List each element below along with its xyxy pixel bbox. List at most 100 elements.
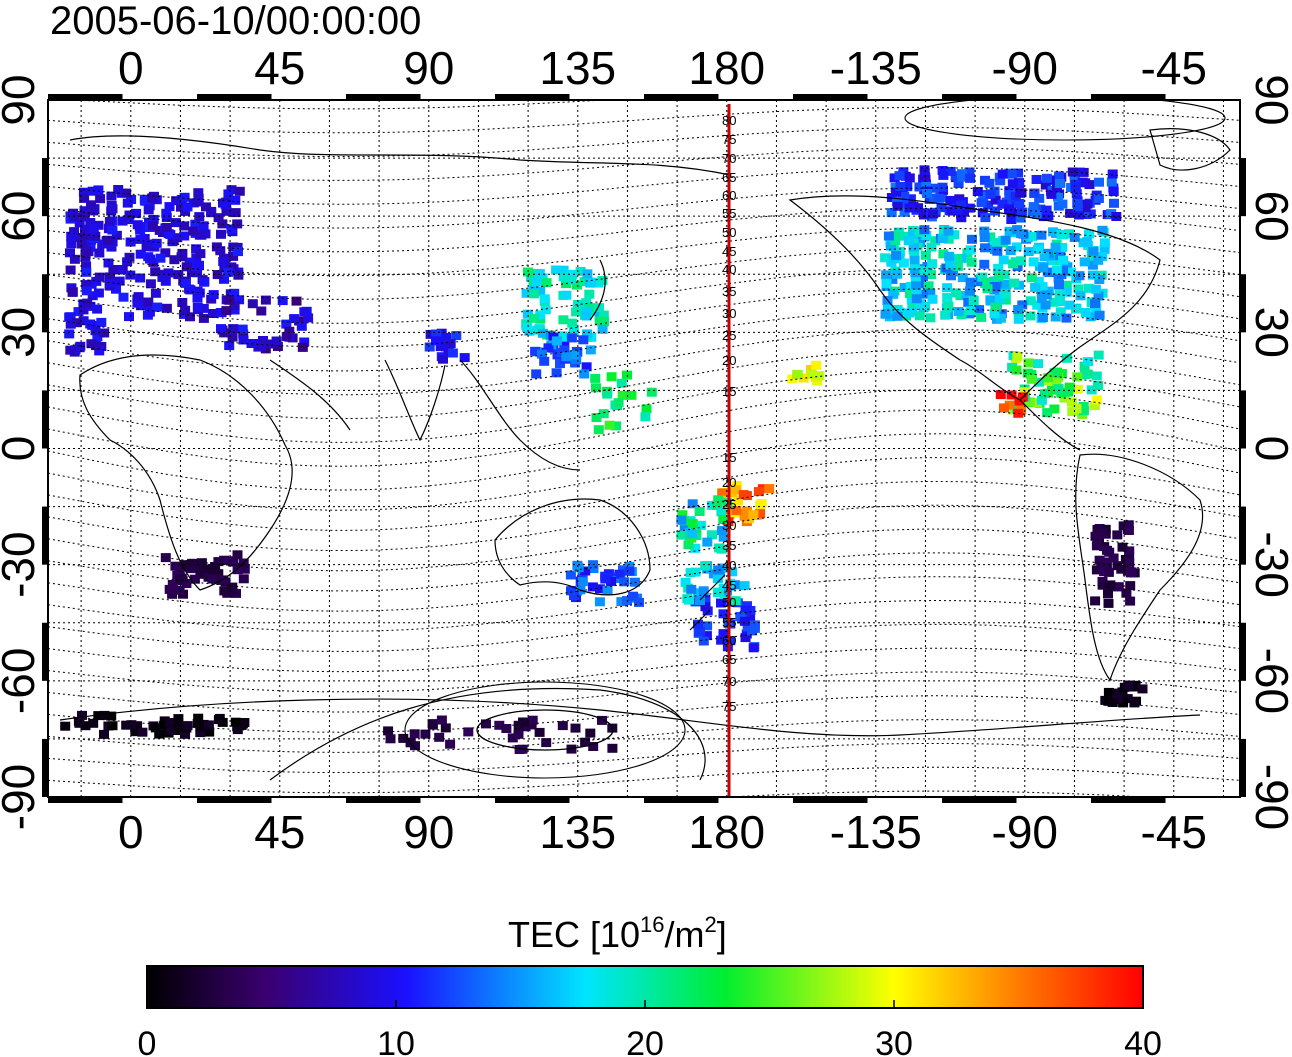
- tec-cell: [161, 303, 172, 313]
- maglat-contour: [48, 504, 1240, 572]
- frame-bar: [1240, 738, 1246, 797]
- tec-cell: [952, 261, 963, 271]
- tec-cell: [1092, 532, 1103, 542]
- lon-tick-label-bottom: -45: [1141, 806, 1207, 858]
- tec-cell: [76, 239, 87, 249]
- tec-cell: [946, 206, 957, 216]
- maglat-label: 50: [722, 225, 736, 240]
- tec-cell: [1055, 251, 1066, 260]
- maglat-label: 15: [722, 450, 736, 465]
- tec-cell: [1000, 295, 1011, 305]
- lat-tick-label-right: 0: [1246, 436, 1292, 462]
- tec-cell: [976, 312, 987, 322]
- tec-cell: [1054, 280, 1064, 290]
- maglat-label: 80: [722, 113, 736, 128]
- tec-cell: [975, 277, 986, 287]
- tec-cell: [594, 597, 605, 607]
- tec-cell: [237, 719, 248, 729]
- tec-cell: [230, 717, 241, 727]
- tec-cell: [171, 196, 182, 206]
- tec-cell: [1091, 565, 1102, 575]
- tec-cell: [438, 354, 448, 364]
- lon-tick-label-top: 90: [403, 42, 454, 94]
- tec-cell: [1094, 177, 1104, 187]
- tec-cell: [927, 294, 938, 304]
- frame-bar: [42, 274, 48, 333]
- maglat-contour: [48, 552, 1240, 612]
- tec-cell: [1118, 698, 1129, 708]
- tec-cell: [436, 715, 447, 725]
- tec-cell: [811, 360, 822, 370]
- tec-cell: [525, 720, 536, 730]
- tec-cell: [211, 242, 222, 252]
- tec-cell: [1027, 231, 1038, 241]
- tec-cell: [680, 577, 691, 587]
- tec-cell: [1125, 596, 1136, 606]
- tec-cell: [910, 268, 921, 278]
- tec-cell: [559, 345, 570, 355]
- tec-cell: [1016, 207, 1027, 217]
- tec-cell: [690, 543, 701, 553]
- tec-cell: [182, 721, 193, 731]
- maglat-contour: [48, 308, 1240, 372]
- tec-cell: [1035, 204, 1046, 214]
- tec-cell: [964, 286, 975, 296]
- tec-cell: [731, 506, 742, 516]
- tec-cell: [144, 242, 155, 252]
- tec-cell: [1031, 209, 1042, 219]
- tec-cell: [569, 350, 580, 360]
- tec-cell: [1072, 372, 1083, 382]
- tec-cell: [526, 269, 537, 279]
- tec-cell: [513, 720, 524, 730]
- tec-cell: [1041, 173, 1052, 183]
- tec-cell: [929, 183, 940, 193]
- maglat-label: 35: [722, 538, 736, 553]
- tec-cell: [1093, 291, 1104, 301]
- tec-cell: [1089, 401, 1100, 411]
- tec-cell: [994, 294, 1005, 304]
- tec-cell: [1054, 297, 1065, 307]
- tec-cell: [1116, 564, 1127, 574]
- tec-cell: [997, 199, 1008, 209]
- tec-cell: [65, 265, 76, 275]
- tec-cell: [1079, 370, 1090, 380]
- tec-cell: [534, 269, 545, 278]
- tec-cell: [271, 336, 282, 346]
- tec-cell: [1079, 257, 1090, 267]
- tec-cell: [232, 550, 243, 560]
- tec-cell: [904, 203, 915, 213]
- maglat-contour: [48, 695, 1240, 733]
- tec-cell: [543, 343, 554, 353]
- tec-cell: [186, 268, 197, 278]
- tec-cell: [172, 233, 183, 243]
- tec-cell: [1069, 232, 1080, 242]
- tec-cell: [155, 253, 166, 263]
- tec-cell: [227, 332, 238, 342]
- tec-cell: [590, 373, 601, 383]
- tec-cell: [1039, 389, 1050, 399]
- tec-cell: [539, 294, 550, 304]
- tec-cell: [219, 555, 230, 565]
- tec-cell: [157, 272, 168, 282]
- tec-cell: [1030, 283, 1041, 292]
- colorbar-tick-label: 0: [138, 1025, 157, 1057]
- tec-cell: [976, 198, 987, 208]
- tec-cell: [582, 269, 593, 279]
- tec-cell: [698, 636, 709, 646]
- tec-cell: [1121, 588, 1132, 598]
- tec-cell: [957, 273, 968, 283]
- tec-cell: [124, 210, 135, 220]
- tec-cell: [537, 328, 548, 338]
- tec-cell: [903, 236, 914, 246]
- maglat-label: 50: [722, 595, 736, 610]
- tec-cell: [296, 321, 307, 331]
- tec-cell: [586, 277, 597, 287]
- maglat-contour: [48, 187, 1240, 229]
- tec-cell: [223, 189, 234, 199]
- tec-cell: [299, 337, 310, 347]
- tec-cell: [581, 311, 592, 321]
- tec-cell: [594, 303, 604, 313]
- tec-cell: [143, 205, 154, 215]
- lat-tick-label-left: -90: [0, 764, 44, 830]
- tec-cell: [1085, 209, 1096, 219]
